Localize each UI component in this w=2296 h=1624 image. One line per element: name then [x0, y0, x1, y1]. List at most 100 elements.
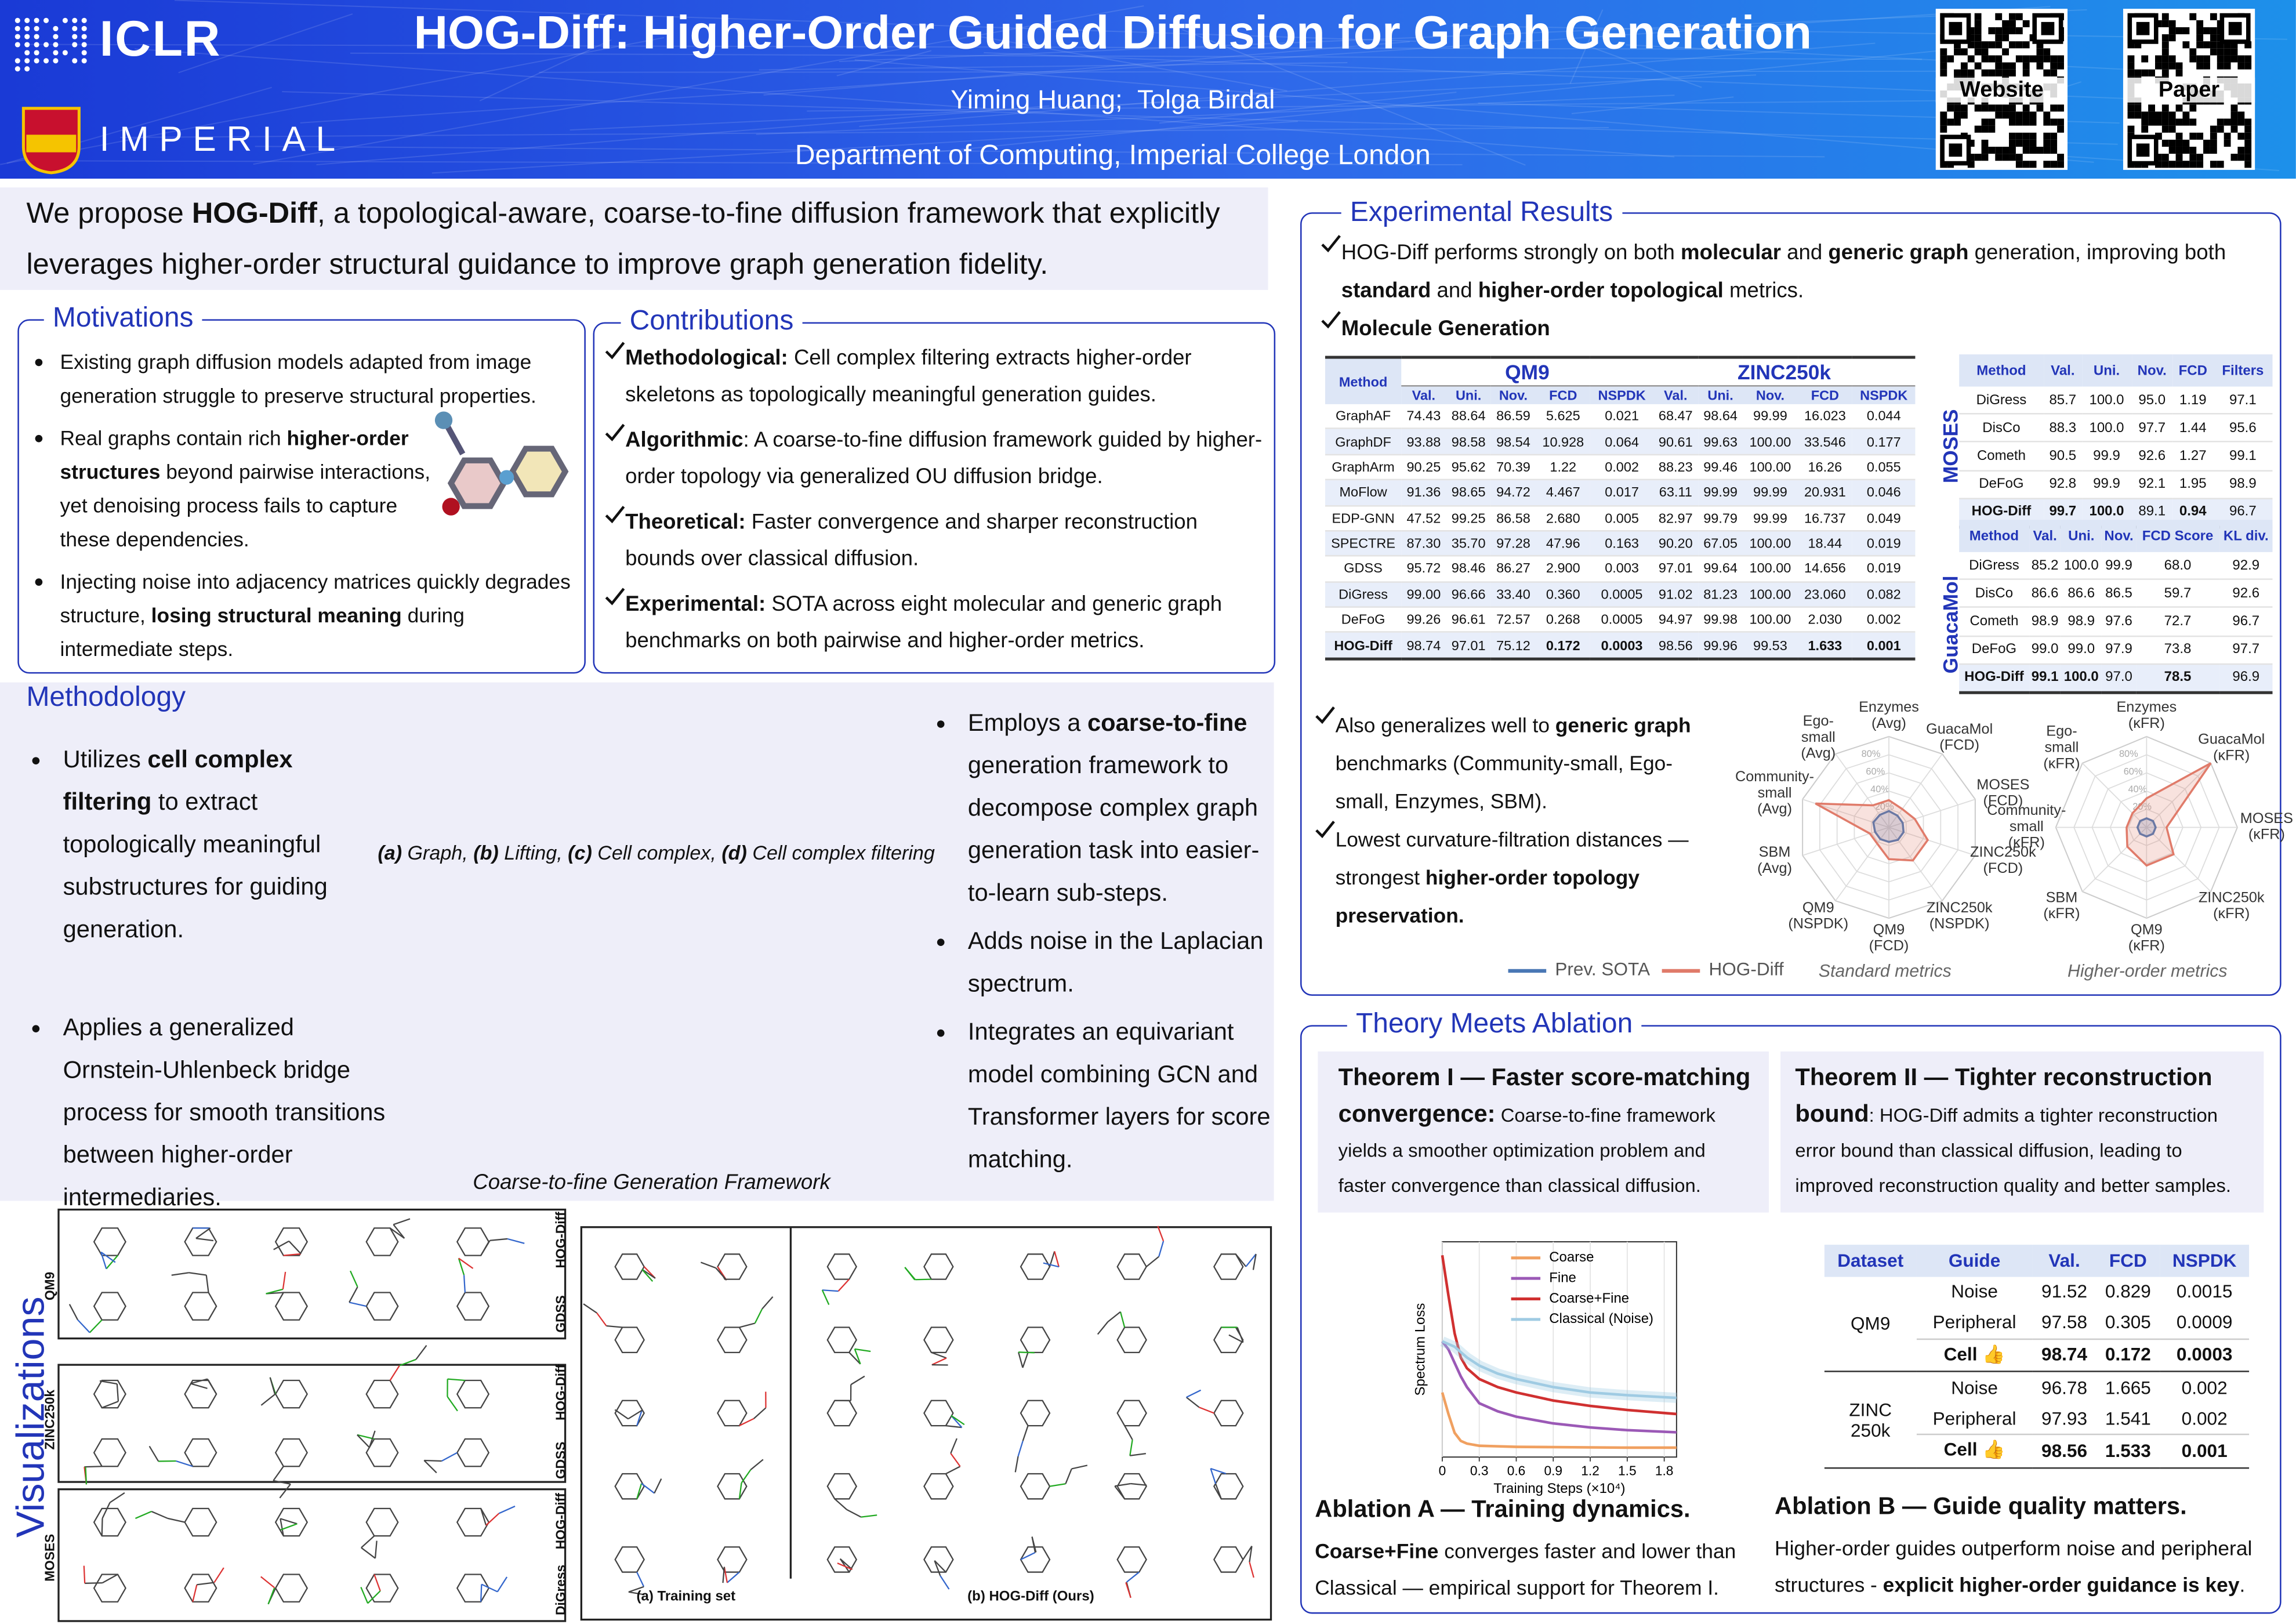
table-cell: MoFlow — [1325, 480, 1402, 506]
qr-label[interactable]: Website — [1935, 77, 2068, 103]
table-cell: DeFoG — [1959, 635, 2029, 665]
qr-cell — [1940, 69, 1947, 77]
text-run: Uni. — [1455, 388, 1482, 403]
table-row: DeFoG 99.26 96.61 72.57 0.268 0.0005 94.97 99.9… — [1325, 607, 1916, 633]
qr-cell — [1967, 161, 1975, 168]
table-cell: 0.177 — [1852, 429, 1916, 455]
logo-dot — [81, 34, 87, 39]
framework-caption: Coarse-to-fine Generation Framework — [473, 1171, 830, 1195]
qr-cell — [2189, 55, 2197, 63]
table-row: Method QM9 ZINC250k — [1325, 357, 1916, 404]
table-cell: 86.59 — [1490, 404, 1536, 430]
text-run: 99.9 — [2093, 448, 2120, 465]
text-run: 95.72 — [1406, 561, 1441, 577]
molecule-bond — [1199, 1406, 1214, 1414]
table-cell: 68.0 — [2136, 552, 2220, 581]
qr-cell — [2029, 161, 2037, 168]
text-run: 98.58 — [1451, 434, 1486, 449]
qr-cell — [2168, 139, 2176, 147]
logo-dot — [72, 42, 78, 48]
molecule-bond — [739, 1418, 755, 1427]
molecule-ring — [274, 1227, 309, 1256]
table-cell: 0.002 — [1852, 607, 1916, 633]
qr-finder — [2136, 143, 2150, 157]
table-row: EDP-GNN 47.52 99.25 86.58 2.680 0.005 82.97 99.… — [1325, 505, 1916, 532]
molecule-bond — [480, 1240, 491, 1256]
qr-cell — [2134, 41, 2142, 49]
molecule-bond — [99, 1380, 118, 1385]
text-run: SPECTRE — [1331, 536, 1396, 551]
qr-cell — [2002, 146, 2010, 154]
line-series — [1442, 1340, 1677, 1400]
qr-cell — [2057, 118, 2064, 126]
bold-text: (b) — [473, 842, 499, 864]
text-run: NSPDK — [1860, 388, 1908, 403]
qr-cell — [2168, 27, 2176, 35]
text-run: 98.9 — [2229, 476, 2257, 492]
qr-cell — [2015, 55, 2023, 63]
molecule-bond — [945, 1466, 961, 1475]
text-run: FCD — [2109, 1250, 2147, 1271]
qr-cell — [2141, 69, 2149, 77]
qr-cell — [1988, 146, 1996, 154]
text-run: 92.6 — [2138, 448, 2166, 465]
molecule-bond — [68, 1304, 78, 1321]
qr-cell — [2043, 48, 2051, 56]
qr-cell — [2009, 41, 2016, 49]
qr-cell — [1954, 118, 1961, 126]
table-cell: 95.62 — [1446, 454, 1491, 481]
molecule-bond — [498, 1505, 516, 1514]
molecule-bond — [950, 1438, 957, 1454]
qr-cell — [2148, 104, 2156, 112]
text-run: Val. — [1412, 388, 1436, 403]
molecule-ring — [826, 1400, 858, 1427]
table-cell: 93.88 — [1401, 429, 1446, 455]
method-label: HOG-Diff — [553, 1212, 568, 1268]
qr-cell — [1947, 55, 1954, 63]
radar-axis-label: Community- small (κFR) — [1987, 803, 2066, 852]
table-cell: 99.63 — [1697, 429, 1743, 455]
table-cell: 86.58 — [1490, 505, 1536, 532]
molecule-bond — [260, 1394, 275, 1406]
qr-cell — [2182, 111, 2190, 119]
qr-cell — [2043, 69, 2051, 77]
qr-cell — [2161, 118, 2169, 126]
qr-label[interactable]: Paper — [2123, 77, 2255, 103]
qr-cell — [2196, 41, 2204, 49]
table-row: GraphDF 93.88 98.58 98.54 10.928 0.064 90.61 99… — [1325, 429, 1916, 455]
table-cell: 2.680 — [1536, 505, 1591, 532]
text-run: 0.002 — [1866, 612, 1901, 628]
text-run: Real graphs contain rich — [60, 426, 287, 450]
table-header: Filters — [2213, 354, 2273, 387]
text-run: DeFoG — [1979, 476, 2024, 492]
qr-cell — [2043, 55, 2051, 63]
text-run: Higher-order guides outperform noise and… — [1775, 1536, 2253, 1597]
radar-tick-label: 80% — [1862, 749, 1881, 759]
table-cell: 90.20 — [1653, 530, 1698, 557]
qr-cell — [1981, 118, 1989, 126]
molecule-ring — [1213, 1473, 1244, 1500]
radar-spoke — [2146, 826, 2211, 892]
table-cell: 100.0 — [2061, 664, 2102, 694]
table-row: Cometh 98.9 98.9 97.6 72.7 96.7 — [1959, 607, 2273, 637]
qr-cell — [2196, 161, 2204, 168]
text-run: : A coarse-to-fine diffusion framework g… — [625, 429, 1263, 490]
qr-cell — [2244, 154, 2252, 161]
text-run: 98.46 — [1451, 561, 1486, 577]
text-run: 0.064 — [1605, 434, 1639, 449]
table-cell: 68.47 — [1653, 404, 1698, 430]
text-run: Injecting noise into adjacency matrices … — [60, 570, 571, 627]
logo-dot — [81, 17, 87, 23]
molecule-bond — [213, 1567, 224, 1583]
intro-band — [0, 187, 1268, 290]
text-run: Val. — [2033, 528, 2057, 544]
table-cell: 0.055 — [1852, 454, 1916, 481]
text-run: 100.00 — [1749, 434, 1791, 449]
logo-dot — [43, 17, 49, 23]
bold-text: HOG-Diff — [1971, 504, 2032, 521]
text-run: 99.46 — [1703, 459, 1738, 474]
molecule-bond — [350, 1270, 358, 1288]
text-run: 0.163 — [1605, 536, 1639, 551]
text-run: 0.002 — [2181, 1378, 2228, 1398]
molecule-ring — [1116, 1253, 1147, 1280]
